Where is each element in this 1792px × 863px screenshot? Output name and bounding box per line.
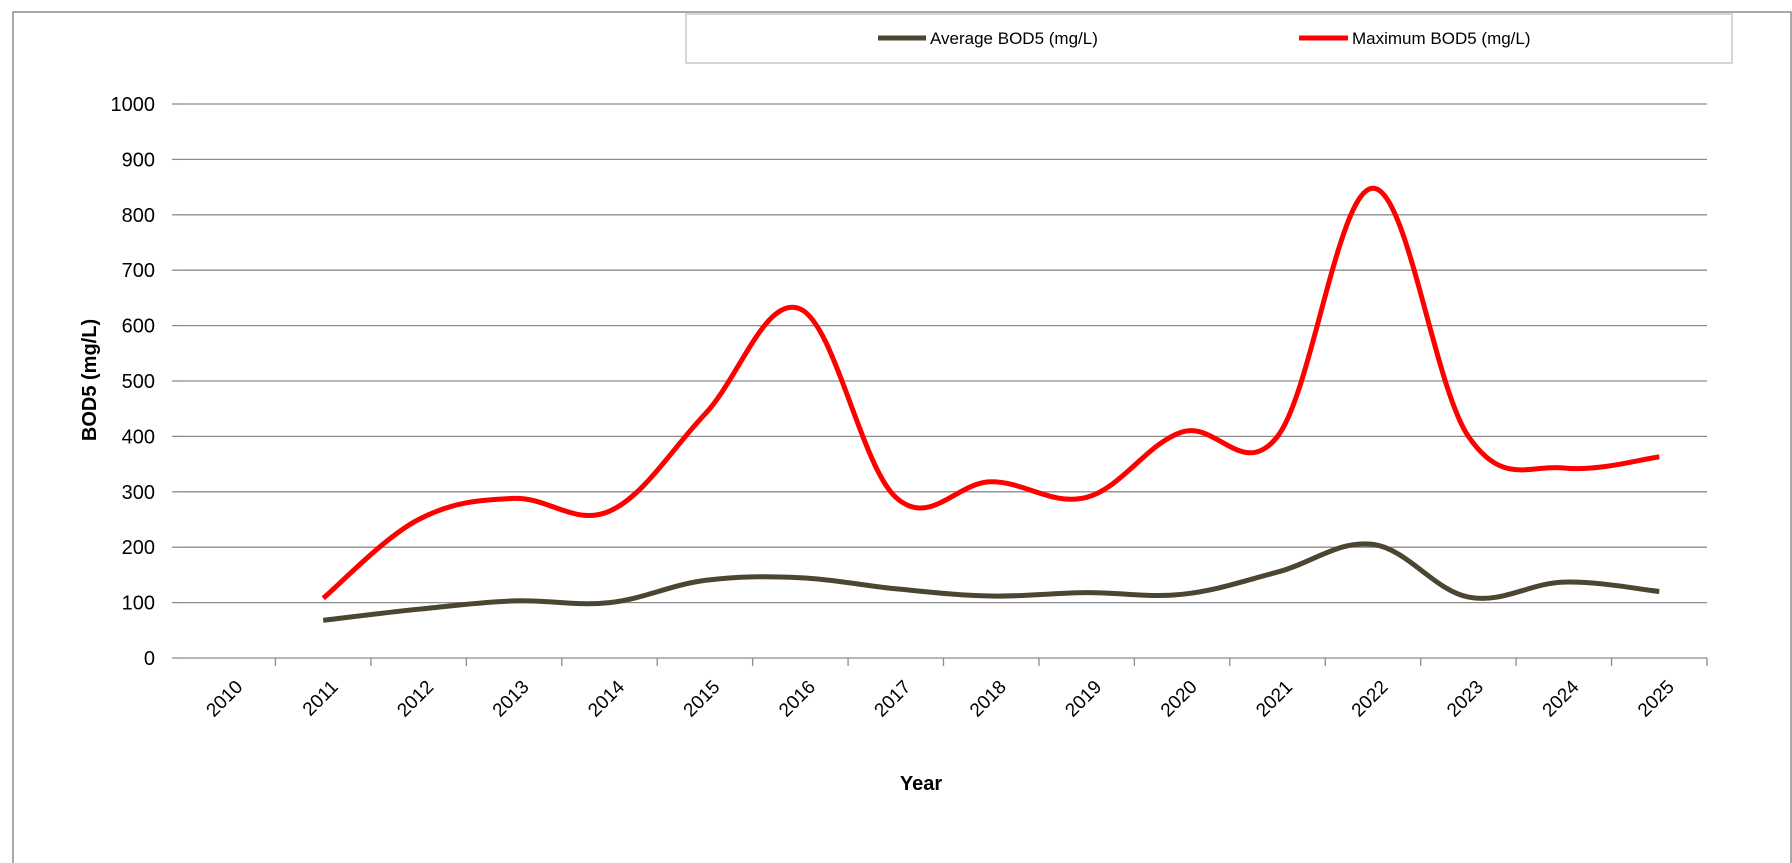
series-line-maximum [321,185,1660,601]
y-tick-label: 900 [122,149,155,171]
data-point [418,519,419,520]
data-point [1372,544,1373,545]
y-tick-label: 300 [122,482,155,504]
data-point [323,620,324,621]
chart-border [12,11,1792,863]
data-point [704,580,705,581]
y-tick-label: 100 [122,593,155,615]
legend-label-maximum: Maximum BOD5 (mg/L) [1352,29,1531,48]
gridlines [172,103,1708,666]
y-tick-label: 800 [122,205,155,227]
data-point [609,602,610,603]
data-point [1277,572,1278,573]
data-point [895,588,896,589]
data-point [323,598,324,599]
y-tick-label: 0 [144,648,155,670]
data-point [800,577,801,578]
data-point [1468,436,1469,437]
data-point [1468,597,1469,598]
legend-box [685,13,1733,64]
data-point [991,595,992,596]
data-point [704,414,705,415]
data-point [1086,497,1087,498]
data-point [609,511,610,512]
data-point [1372,188,1373,189]
data-point [1563,467,1564,468]
legend-label-average: Average BOD5 (mg/L) [930,29,1098,48]
data-point [1563,582,1564,583]
y-tick-label: 500 [122,371,155,393]
data-point [514,600,515,601]
data-point [514,498,515,499]
y-axis-title: BOD5 (mg/L) [79,319,101,441]
data-point [418,609,419,610]
data-point [1182,431,1183,432]
y-tick-label: 400 [122,426,155,448]
y-tick-label: 700 [122,260,155,282]
data-point [800,308,801,309]
data-point [1659,456,1660,457]
data-point [895,497,896,498]
data-point [1086,592,1087,593]
data-point [1277,436,1278,437]
y-axis-ticks: 0 100 200 300 400 500 600 700 800 900 1000 [111,94,156,670]
series-lines [321,185,1660,623]
data-point [1182,594,1183,595]
series-line-average [322,541,1660,623]
y-tick-label: 600 [122,316,155,338]
y-tick-label: 200 [122,537,155,559]
x-axis-title: Year [900,773,942,795]
y-tick-label: 1000 [111,94,156,116]
data-point [991,481,992,482]
data-point [1659,591,1660,592]
legend: Average BOD5 (mg/L) Maximum BOD5 (mg/L) [685,13,1733,64]
